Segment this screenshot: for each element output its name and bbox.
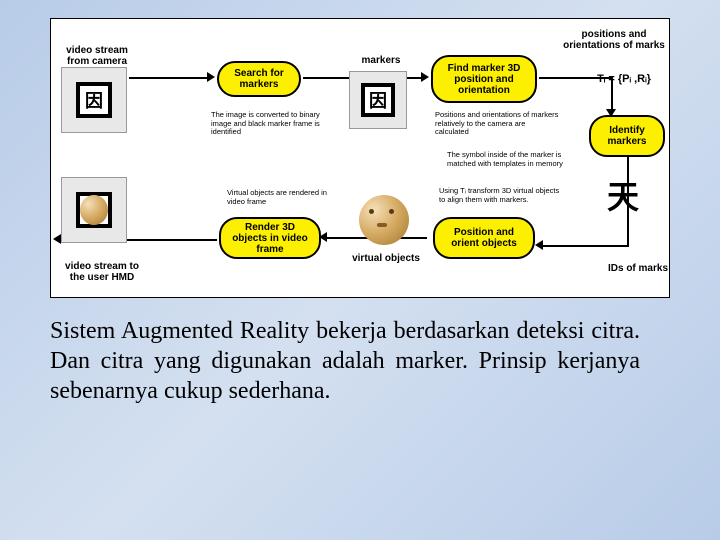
marker-glyph-1: 因	[76, 82, 112, 118]
desc-binary: The image is converted to binary image a…	[211, 111, 321, 137]
rendered-output-image	[61, 177, 127, 243]
marker-glyph-2: 因	[361, 83, 395, 117]
node-position: Position and orient objects	[433, 217, 535, 259]
desc-transform: Using Tᵢ transform 3D virtual objects to…	[439, 187, 563, 204]
node-search-markers: Search for markers	[217, 61, 301, 97]
label-video-out: video stream to the user HMD	[57, 261, 147, 283]
node-find-3d: Find marker 3D position and orientation	[431, 55, 537, 103]
label-positions: positions and orientations of marks	[563, 29, 665, 51]
desc-rendered: Virtual objects are rendered in video fr…	[227, 189, 333, 206]
label-virtual: virtual objects	[341, 253, 431, 264]
output-glyph: 天	[607, 181, 639, 213]
desc-positions: Positions and orientations of markers re…	[435, 111, 559, 137]
node-render: Render 3D objects in video frame	[219, 217, 321, 259]
label-ids: IDs of marks	[603, 263, 673, 274]
marker-sample-image: 因	[349, 71, 407, 129]
camera-input-image: 因	[61, 67, 127, 133]
label-video-in: video stream from camera	[57, 45, 137, 67]
label-markers: markers	[351, 55, 411, 66]
caption-text: Sistem Augmented Reality bekerja berdasa…	[50, 316, 640, 406]
ar-pipeline-diagram: 因 video stream from camera markers posit…	[50, 18, 670, 298]
node-identify: Identify markers	[589, 115, 665, 157]
virtual-object-image	[359, 195, 409, 245]
label-formula: Tᵢ = {Pᵢ ,Rᵢ}	[579, 73, 669, 85]
desc-symbol: The symbol inside of the marker is match…	[447, 151, 571, 168]
